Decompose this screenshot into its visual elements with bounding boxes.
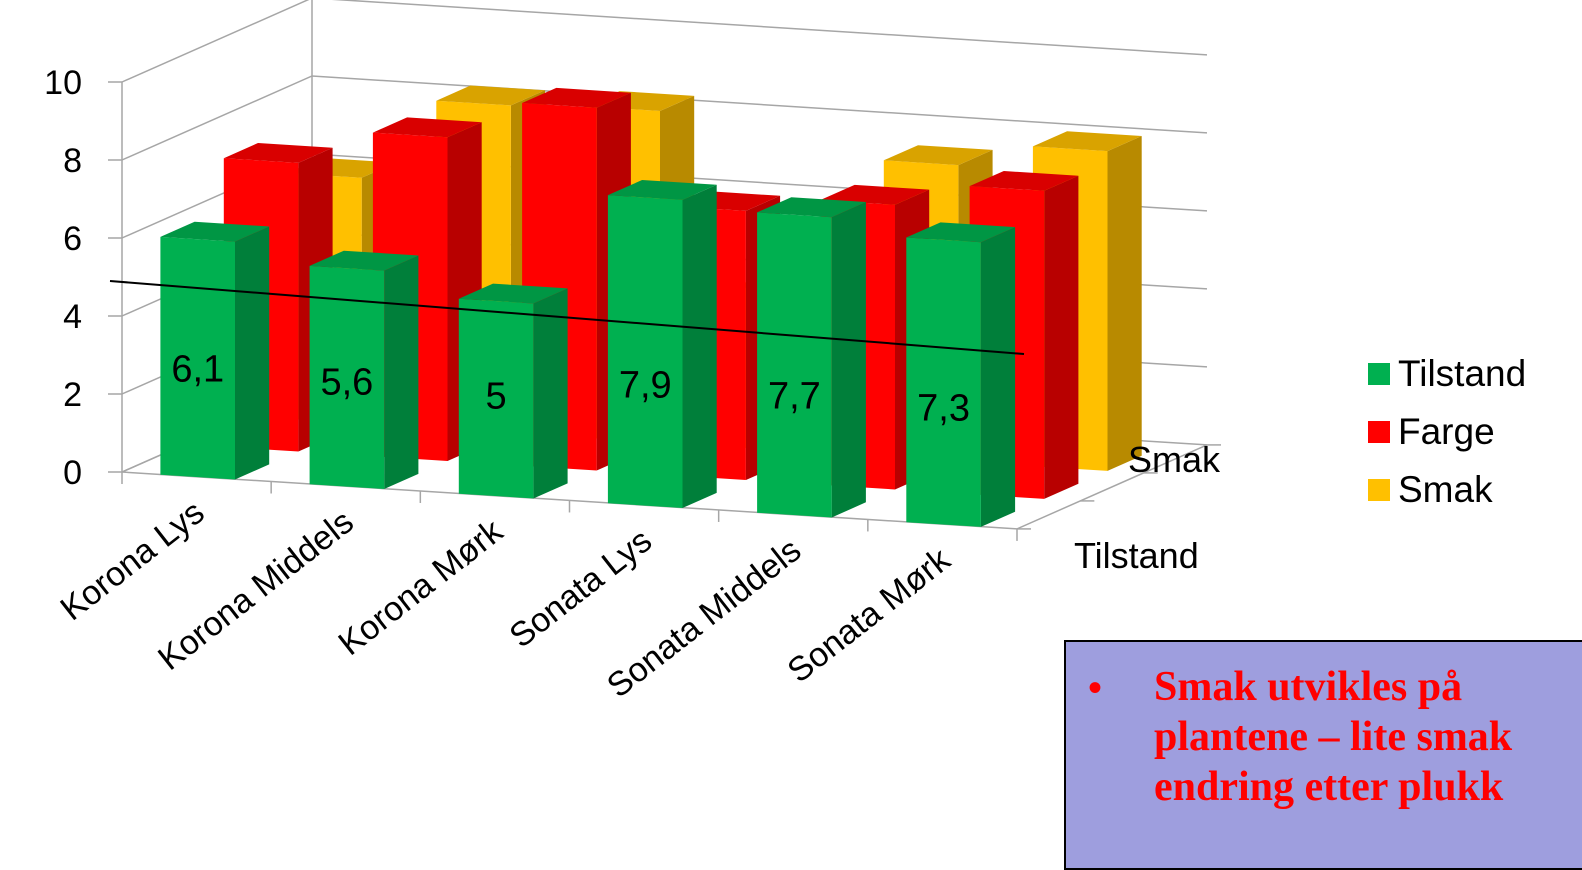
bar-side: [980, 227, 1016, 527]
data-label: 7,7: [768, 375, 821, 417]
x-category-label: Sonata Mørk: [781, 540, 959, 690]
bar-top: [522, 87, 631, 108]
note-box: • Smak utvikles på plantene – lite smak …: [1064, 640, 1582, 870]
bar-front: [458, 298, 534, 499]
bar-tilstand: [607, 180, 717, 509]
chart-bars: [160, 85, 1142, 527]
depth-axis-label: Smak: [1128, 439, 1221, 480]
bar-side: [1044, 175, 1079, 499]
bar-front: [607, 195, 683, 508]
legend-label: Farge: [1398, 411, 1495, 452]
chart-legend: Tilstand Farge Smak: [1368, 352, 1526, 512]
data-label: 5,6: [320, 362, 373, 404]
bar-front: [757, 212, 832, 518]
data-label: 5: [486, 375, 507, 417]
y-tick-label: 4: [63, 298, 82, 336]
depth-axis-label: Tilstand: [1074, 535, 1199, 576]
bar-side: [533, 288, 568, 499]
bar-tilstand: [906, 222, 1016, 527]
legend-swatch: [1368, 363, 1390, 385]
y-tick-label: 6: [63, 220, 82, 258]
bar-top: [372, 117, 482, 138]
bar-top: [969, 171, 1079, 191]
bar-side: [235, 226, 270, 480]
y-tick-label: 8: [63, 142, 82, 180]
note-bullet: •: [1088, 665, 1103, 710]
legend-item: Tilstand: [1368, 352, 1526, 396]
bar-top: [607, 180, 717, 200]
bar-side: [682, 184, 717, 509]
bar-top: [757, 197, 866, 218]
bar-top: [223, 143, 333, 163]
y-tick-label: 0: [63, 454, 82, 492]
bar-side: [1107, 136, 1142, 471]
bar-top: [906, 222, 1016, 243]
bar-top: [309, 250, 419, 271]
legend-swatch: [1368, 479, 1390, 501]
bar-front: [906, 237, 981, 527]
bar-top: [820, 184, 930, 205]
x-category-label: Korona Lys: [54, 493, 212, 628]
bar-front: [309, 265, 385, 489]
bar-top: [883, 145, 993, 166]
y-tick-label: 10: [44, 64, 82, 102]
data-label: 7,3: [917, 388, 970, 430]
legend-item: Smak: [1368, 468, 1526, 512]
bar-tilstand: [160, 221, 270, 480]
data-label: 7,9: [619, 364, 672, 406]
legend-swatch: [1368, 421, 1390, 443]
trendline: [109, 280, 1025, 355]
bar-side: [831, 202, 866, 518]
x-category-label: Sonata Lys: [503, 522, 659, 656]
bar-top: [1032, 131, 1142, 152]
bar-tilstand: [757, 197, 866, 518]
bar-top: [458, 283, 568, 304]
bar-tilstand: [309, 250, 419, 489]
bar-side: [384, 255, 419, 489]
bar-top: [160, 221, 270, 242]
legend-label: Tilstand: [1398, 353, 1527, 394]
data-label: 6,1: [171, 349, 224, 391]
gridline: [121, 0, 1208, 83]
bar-tilstand: [458, 283, 568, 499]
bar-top: [436, 85, 546, 106]
note-text: Smak utvikles på plantene – lite smak en…: [1154, 664, 1513, 810]
legend-item: Farge: [1368, 410, 1526, 454]
legend-label: Smak: [1398, 469, 1493, 510]
bar-front: [160, 236, 235, 480]
y-tick-label: 2: [63, 376, 82, 414]
